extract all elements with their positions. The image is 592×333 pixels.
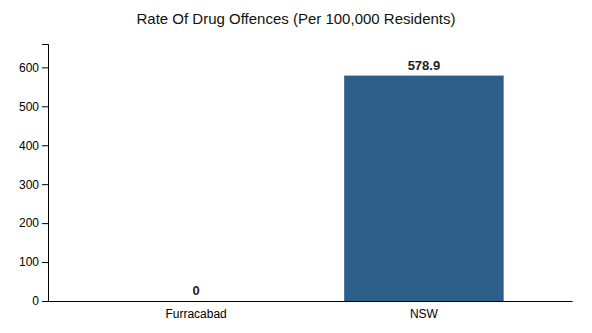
y-tick-label: 400 — [19, 139, 39, 153]
y-tick: 600 — [19, 61, 48, 75]
y-tick-mark — [42, 184, 48, 185]
y-tick: 100 — [19, 255, 48, 269]
x-axis: Furracabad NSW — [49, 302, 573, 321]
x-tick: Furracabad — [165, 307, 226, 321]
y-tick: 0 — [32, 294, 48, 308]
bar — [344, 76, 503, 301]
x-axis-line — [49, 301, 573, 302]
x-tick-label: Furracabad — [165, 307, 226, 321]
y-tick: 400 — [19, 139, 48, 153]
bars — [344, 76, 503, 301]
y-tick-mark — [42, 106, 48, 107]
y-tick: 300 — [19, 178, 48, 192]
y-tick-label: 500 — [19, 100, 39, 114]
bar — [116, 301, 275, 302]
data-labels: 0 578.9 — [192, 58, 440, 298]
y-axis-line — [42, 45, 49, 302]
chart: Rate Of Drug Offences (Per 100,000 Resid… — [0, 0, 592, 333]
data-label: 578.9 — [408, 58, 441, 73]
plot: 0 100 200 300 400 500 600 Furracabad NSW 0 578.9 — [19, 45, 573, 321]
y-tick-mark — [42, 301, 48, 302]
y-tick-label: 600 — [19, 61, 39, 75]
y-tick: 500 — [19, 100, 48, 114]
x-tick: NSW — [410, 307, 439, 321]
y-tick-mark — [42, 145, 48, 146]
y-tick-label: 0 — [32, 294, 39, 308]
y-tick-mark — [42, 223, 48, 224]
y-tick: 200 — [19, 216, 48, 230]
y-tick-label: 200 — [19, 216, 39, 230]
data-label: 0 — [192, 283, 199, 298]
x-tick-label: NSW — [410, 307, 439, 321]
y-tick-mark — [42, 67, 48, 68]
y-axis: 0 100 200 300 400 500 600 — [19, 45, 49, 309]
y-tick-mark — [42, 262, 48, 263]
y-tick-label: 300 — [19, 178, 39, 192]
title: Rate Of Drug Offences (Per 100,000 Resid… — [136, 10, 455, 27]
y-tick-label: 100 — [19, 255, 39, 269]
